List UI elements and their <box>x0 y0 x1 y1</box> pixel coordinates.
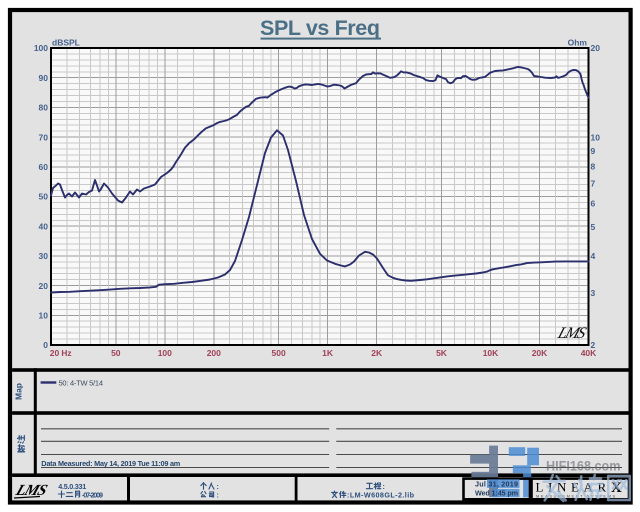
svg-text:80: 80 <box>39 103 49 113</box>
svg-text:0: 0 <box>43 340 48 350</box>
svg-text:2K: 2K <box>371 348 383 358</box>
svg-text:60: 60 <box>39 162 49 172</box>
svg-text:4: 4 <box>591 251 596 261</box>
svg-text:Hz: Hz <box>61 348 71 358</box>
svg-text:10: 10 <box>591 133 601 143</box>
svg-text:40: 40 <box>39 221 49 231</box>
svg-text:Data Measured: May 14, 2019 T: Data Measured: May 14, 2019 Tue 11:09 am <box>41 459 181 468</box>
svg-text::LM-W608GL-2.lib: :LM-W608GL-2.lib <box>347 490 415 499</box>
svg-text:Jul 31, 2019: Jul 31, 2019 <box>475 480 518 489</box>
svg-text:40K: 40K <box>581 348 597 358</box>
svg-text::: : <box>217 482 219 491</box>
svg-text:50: 4-TW 5/14: 50: 4-TW 5/14 <box>59 379 104 388</box>
svg-text:50: 50 <box>39 192 49 202</box>
svg-text:2: 2 <box>591 340 596 350</box>
svg-text:1K: 1K <box>322 348 334 358</box>
svg-text:MEASUREMENT SYSTEMS: MEASUREMENT SYSTEMS <box>536 494 617 499</box>
svg-text:200: 200 <box>207 348 221 358</box>
svg-text:100: 100 <box>158 348 172 358</box>
svg-text:50: 50 <box>111 348 121 358</box>
svg-text:LMS: LMS <box>555 323 589 342</box>
svg-text:3: 3 <box>591 288 596 298</box>
svg-text:LMS: LMS <box>13 482 50 498</box>
svg-text:7: 7 <box>591 179 596 189</box>
svg-text:20: 20 <box>591 43 601 53</box>
svg-text:500: 500 <box>272 348 286 358</box>
svg-text:20K: 20K <box>532 348 548 358</box>
svg-text:-07-2009: -07-2009 <box>82 490 103 499</box>
svg-text:30: 30 <box>39 251 49 261</box>
svg-text:SPL vs Freq: SPL vs Freq <box>260 16 380 40</box>
svg-text:100: 100 <box>34 43 48 53</box>
svg-text:Wed 1:45 pm: Wed 1:45 pm <box>475 489 518 498</box>
svg-text:Ohm: Ohm <box>568 38 588 48</box>
svg-text:X: X <box>611 480 622 496</box>
svg-text:5K: 5K <box>436 348 448 358</box>
svg-text:8: 8 <box>591 161 596 171</box>
svg-text:10: 10 <box>39 311 49 321</box>
svg-text::: : <box>217 491 219 500</box>
svg-text:70: 70 <box>39 132 49 142</box>
svg-text:dBSPL: dBSPL <box>52 38 80 48</box>
svg-text:4.5.0.331: 4.5.0.331 <box>58 482 86 491</box>
svg-text:HIFI168.com: HIFI168.com <box>546 458 621 474</box>
svg-text:20: 20 <box>50 348 60 358</box>
svg-text:5: 5 <box>591 222 596 232</box>
svg-text:Map: Map <box>14 383 24 400</box>
svg-text:90: 90 <box>39 73 49 83</box>
svg-text:20: 20 <box>39 281 49 291</box>
svg-text:6: 6 <box>591 199 596 209</box>
svg-text:10K: 10K <box>483 348 499 358</box>
svg-text:9: 9 <box>591 146 596 156</box>
svg-text::: : <box>383 482 385 491</box>
